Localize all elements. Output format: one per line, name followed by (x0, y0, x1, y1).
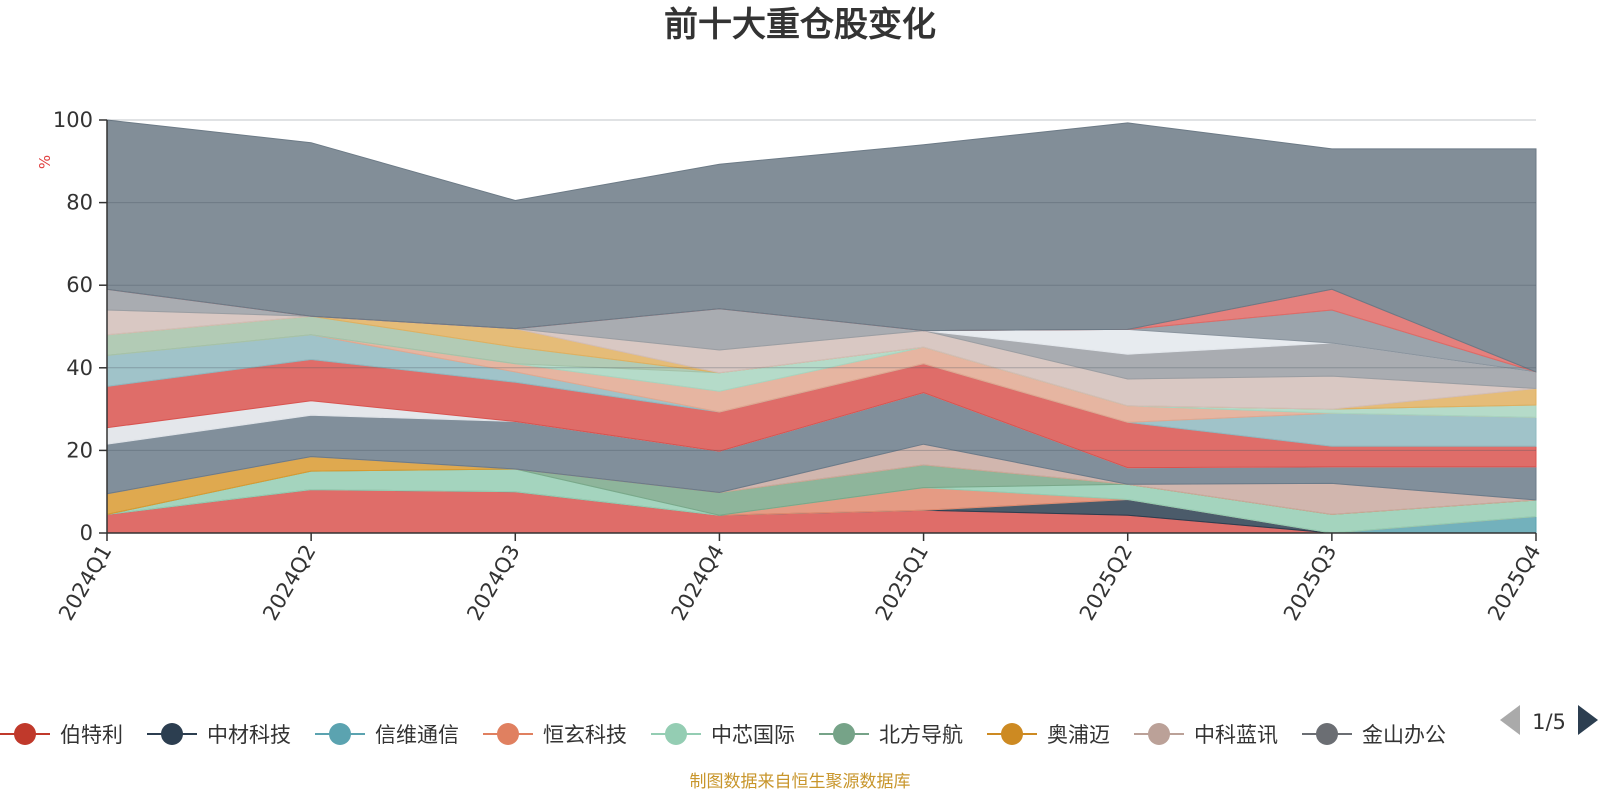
legend-label: 北方导航 (879, 723, 963, 747)
legend-label: 中芯国际 (711, 723, 795, 747)
y-tick-label: 40 (66, 356, 93, 380)
x-tick-label: 2025Q3 (1279, 541, 1341, 625)
x-tick-label: 2024Q4 (666, 541, 728, 625)
legend-circle-marker (161, 723, 183, 745)
legend-label: 伯特利 (60, 723, 123, 747)
legend-item[interactable]: 恒玄科技 (483, 723, 627, 747)
legend-item[interactable]: 伯特利 (0, 723, 123, 747)
x-tick-label: 2025Q1 (871, 541, 933, 625)
legend-label: 金山办公 (1362, 723, 1446, 747)
y-tick-label: 80 (66, 191, 93, 215)
x-tick-label: 2024Q2 (258, 541, 320, 625)
legend-label: 中科蓝讯 (1194, 723, 1278, 747)
y-tick-label: 20 (66, 438, 93, 462)
legend-label: 中材科技 (207, 723, 291, 747)
y-tick-label: 100 (53, 108, 93, 132)
legend-next-page-icon[interactable] (1578, 705, 1598, 735)
legend-item[interactable]: 中科蓝讯 (1134, 723, 1278, 747)
legend-item[interactable]: 中芯国际 (651, 723, 795, 747)
x-tick-label: 2024Q3 (462, 541, 524, 625)
legend-page-indicator: 1/5 (1532, 710, 1566, 734)
grid-lines (107, 119, 1536, 451)
legend-label: 恒玄科技 (543, 723, 627, 747)
x-tick-label: 2025Q2 (1075, 541, 1137, 625)
legend-circle-marker (497, 723, 519, 745)
legend-pager: 1/5 (1500, 705, 1598, 735)
legend-item[interactable]: 中材科技 (147, 723, 291, 747)
x-tick-label: 2025Q4 (1483, 541, 1545, 625)
data-source-note: 制图数据来自恒生聚源数据库 (690, 772, 911, 792)
y-tick-label: 0 (80, 521, 93, 545)
legend: 伯特利 中材科技 信维通信 恒玄科技 中芯国际 北方导航 奥浦迈 中科蓝讯 金山办公 (0, 723, 1446, 747)
legend-label: 奥浦迈 (1047, 723, 1110, 747)
legend-label: 信维通信 (375, 723, 459, 747)
legend-circle-marker (665, 723, 687, 745)
x-tick-label: 2024Q1 (54, 541, 116, 625)
plot-area (106, 119, 1537, 534)
legend-circle-marker (329, 723, 351, 745)
legend-circle-marker (1001, 723, 1023, 745)
area-series-22 (106, 119, 1537, 373)
legend-circle-marker (14, 723, 36, 745)
legend-item[interactable]: 金山办公 (1302, 723, 1446, 747)
legend-circle-marker (833, 723, 855, 745)
legend-circle-marker (1148, 723, 1170, 745)
chart-title: 前十大重仓股变化 (664, 5, 936, 45)
legend-item[interactable]: 北方导航 (819, 723, 963, 747)
y-tick-label: 60 (66, 273, 93, 297)
legend-item[interactable]: 奥浦迈 (987, 723, 1110, 747)
y-axis-label: % (36, 155, 54, 169)
legend-prev-page-icon[interactable] (1500, 705, 1520, 735)
legend-circle-marker (1316, 723, 1338, 745)
legend-item[interactable]: 信维通信 (315, 723, 459, 747)
